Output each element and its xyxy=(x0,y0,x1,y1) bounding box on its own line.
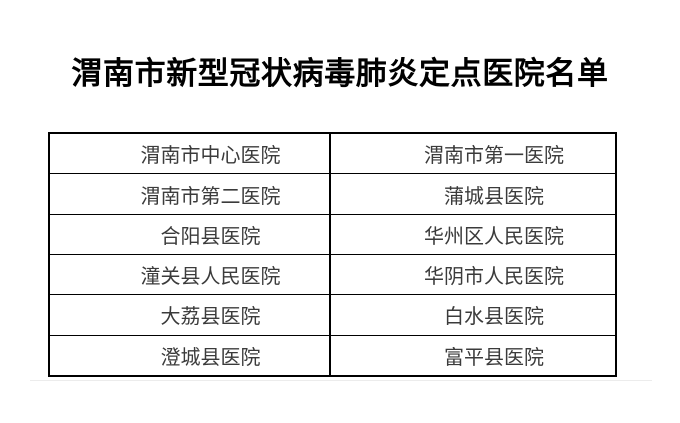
page-title: 渭南市新型冠状病毒肺炎定点医院名单 xyxy=(71,56,609,91)
table-row: 合阳县医院 华州区人民医院 xyxy=(48,213,617,255)
table-row: 大荔县医院 白水县医院 xyxy=(48,294,617,336)
hospital-name-cell: 渭南市中心医院 xyxy=(48,132,331,175)
hospital-name-cell: 蒲城县医院 xyxy=(329,173,617,215)
hospital-name-cell: 澄城县医院 xyxy=(48,334,331,377)
table-row: 渭南市第二医院 蒲城县医院 xyxy=(48,173,617,215)
hospital-name-cell: 大荔县医院 xyxy=(48,294,331,336)
table-row: 渭南市中心医院 渭南市第一医院 xyxy=(48,132,617,175)
hospital-name-cell: 潼关县人民医院 xyxy=(48,253,331,296)
hospital-name-cell: 白水县医院 xyxy=(329,294,617,336)
hospital-table-body: 渭南市中心医院 渭南市第一医院 渭南市第二医院 蒲城县医院 合阳县医院 华州区人… xyxy=(48,132,617,377)
hospital-name-cell: 渭南市第一医院 xyxy=(329,132,617,175)
hospital-name-cell: 合阳县医院 xyxy=(48,213,331,255)
hospital-table: 渭南市中心医院 渭南市第一医院 渭南市第二医院 蒲城县医院 合阳县医院 华州区人… xyxy=(48,132,617,377)
table-row: 潼关县人民医院 华阴市人民医院 xyxy=(48,253,617,296)
table-row: 澄城县医院 富平县医院 xyxy=(48,334,617,377)
faint-divider xyxy=(30,380,652,381)
hospital-name-cell: 华阴市人民医院 xyxy=(329,253,617,296)
hospital-name-cell: 渭南市第二医院 xyxy=(48,173,331,215)
hospital-name-cell: 华州区人民医院 xyxy=(329,213,617,255)
hospital-name-cell: 富平县医院 xyxy=(329,334,617,377)
